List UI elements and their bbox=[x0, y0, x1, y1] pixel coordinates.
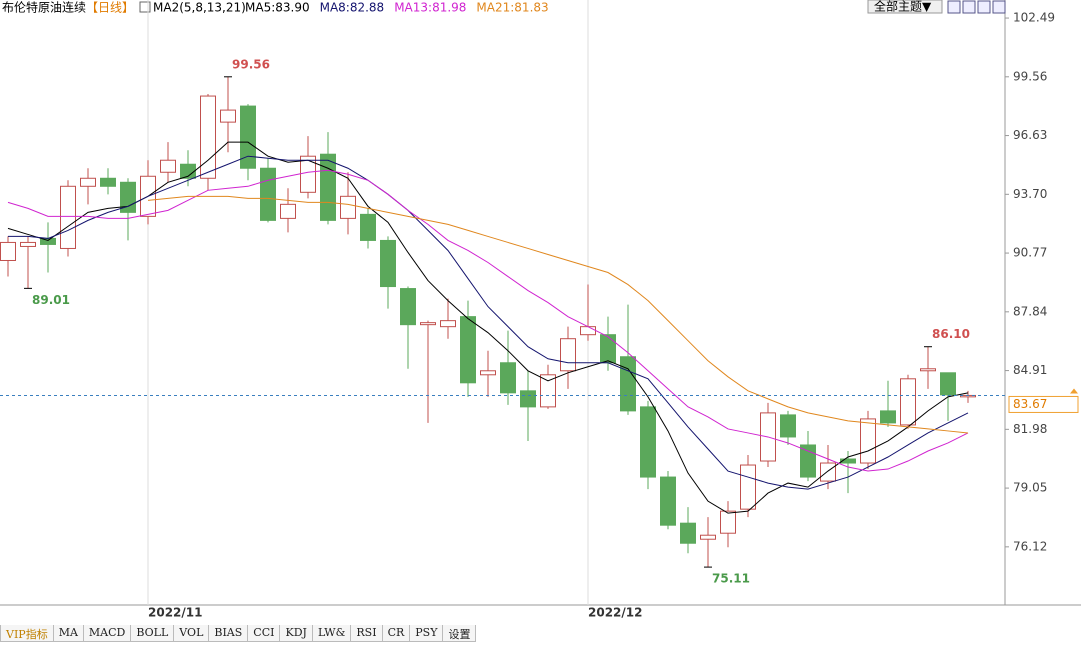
icon bbox=[139, 1, 151, 13]
candle-body bbox=[740, 464, 756, 510]
candle-body bbox=[840, 458, 856, 464]
candle-body bbox=[560, 338, 576, 372]
candle-body bbox=[80, 177, 96, 187]
candle-body bbox=[600, 334, 616, 364]
ma-line bbox=[7, 169, 969, 472]
candle-body bbox=[260, 167, 276, 221]
candle-body bbox=[660, 476, 676, 526]
candle-body bbox=[540, 374, 556, 408]
price-annotation: 99.56 bbox=[232, 57, 270, 71]
candle-body bbox=[820, 462, 836, 482]
candle-body bbox=[620, 356, 636, 412]
y-tick-label: 81.98 bbox=[1013, 422, 1047, 436]
y-tick-label: 90.77 bbox=[1013, 246, 1047, 260]
candle-body bbox=[900, 378, 916, 426]
last-price-box bbox=[1008, 395, 1079, 413]
price-annotation: 86.10 bbox=[932, 327, 970, 341]
y-tick-label: 99.56 bbox=[1013, 69, 1047, 83]
period: 【日线】 bbox=[86, 1, 134, 15]
candle-body bbox=[220, 109, 236, 123]
legend-entry: MA8:82.88 bbox=[320, 1, 385, 15]
y-tick-label: 87.84 bbox=[1013, 304, 1047, 318]
y-tick-label: 76.12 bbox=[1013, 539, 1047, 553]
toolbar: VIP指标 MA MACD BOLL VOL BIAS CCI KDJ LW& RSI CR PSY 设… bbox=[0, 625, 477, 642]
toolbar-tab[interactable]: MACD bbox=[82, 625, 132, 642]
candle-body bbox=[880, 410, 896, 424]
toolbar-tab[interactable]: RSI bbox=[350, 625, 383, 642]
toolbar-tab[interactable]: LW& bbox=[311, 625, 352, 642]
candle-body bbox=[640, 406, 656, 478]
instrument: 布伦特原油连续 bbox=[2, 0, 86, 15]
candle-body bbox=[240, 105, 256, 169]
candle-body bbox=[480, 370, 496, 376]
zoom-buttons[interactable] bbox=[947, 0, 1006, 14]
last-price-label: 83.67 bbox=[1013, 397, 1047, 411]
toolbar-tab[interactable]: CCI bbox=[247, 625, 281, 642]
ma-line bbox=[7, 141, 969, 514]
candle-body bbox=[0, 241, 16, 261]
legend-entry: MA13:81.98 bbox=[394, 1, 466, 15]
candle-body bbox=[680, 522, 696, 544]
toolbar-tab[interactable]: PSY bbox=[409, 625, 444, 642]
toolbar-tab[interactable]: VIP指标 bbox=[0, 625, 54, 642]
candle-body bbox=[180, 163, 196, 179]
candle-body bbox=[320, 153, 336, 221]
price-arrow bbox=[1070, 388, 1078, 394]
candle-body bbox=[20, 241, 36, 247]
candle-body bbox=[440, 320, 456, 328]
candle-body bbox=[920, 368, 936, 372]
y-tick-label: 84.91 bbox=[1013, 363, 1047, 377]
candle-body bbox=[860, 418, 876, 464]
theme-button[interactable]: 全部主题▼ bbox=[867, 0, 943, 14]
candle-body bbox=[160, 159, 176, 173]
y-tick-label: 102.49 bbox=[1013, 11, 1055, 25]
candle-body bbox=[100, 177, 116, 187]
y-tick-label: 96.63 bbox=[1013, 128, 1047, 142]
toolbar-tab[interactable]: 设置 bbox=[442, 625, 477, 642]
indicator: MA2(5,8,13,21) bbox=[153, 1, 246, 15]
candle-body bbox=[800, 444, 816, 478]
candle-body bbox=[280, 203, 296, 219]
theme-label[interactable]: 全部主题▼ bbox=[874, 0, 932, 14]
legend-entry: MA5:83.90 bbox=[245, 1, 310, 15]
toolbar-tab[interactable]: KDJ bbox=[279, 625, 313, 642]
price-annotation: 89.01 bbox=[32, 293, 70, 307]
toolbar-tab[interactable]: VOL bbox=[173, 625, 210, 642]
ma-line bbox=[147, 195, 969, 434]
ma-line bbox=[8, 155, 969, 490]
candle-body bbox=[420, 322, 436, 326]
candle-body bbox=[720, 510, 736, 534]
toolbar-tab[interactable]: CR bbox=[381, 625, 411, 642]
x-tick-label: 2022/11 bbox=[148, 606, 202, 620]
toolbar-tab[interactable]: BOLL bbox=[130, 625, 175, 642]
toolbar-tab[interactable]: MA bbox=[52, 625, 84, 642]
x-tick-label: 2022/12 bbox=[588, 606, 642, 620]
candle-body bbox=[380, 239, 396, 288]
candle-body bbox=[580, 326, 596, 336]
candle-body bbox=[200, 95, 216, 179]
candle-body bbox=[940, 372, 956, 396]
candle-body bbox=[300, 155, 316, 193]
price-annotation: 75.11 bbox=[712, 572, 750, 586]
candle-body bbox=[460, 316, 476, 384]
candle-body bbox=[360, 213, 376, 241]
candle-body bbox=[520, 390, 536, 408]
candle-body bbox=[60, 185, 76, 249]
candle-body bbox=[500, 362, 516, 394]
candle-body bbox=[780, 414, 796, 438]
y-tick-label: 93.70 bbox=[1013, 187, 1047, 201]
legend-entry: MA21:81.83 bbox=[476, 1, 548, 15]
chart: 布伦特原油连续 【日线】 MA2(5,8,13,21) 全部主题▼ MA5:83… bbox=[0, 0, 1081, 620]
y-tick-label: 79.05 bbox=[1013, 481, 1047, 495]
candle-body bbox=[700, 534, 716, 540]
candle-body bbox=[340, 195, 356, 219]
candle-body bbox=[400, 288, 416, 326]
toolbar-tab[interactable]: BIAS bbox=[208, 625, 249, 642]
